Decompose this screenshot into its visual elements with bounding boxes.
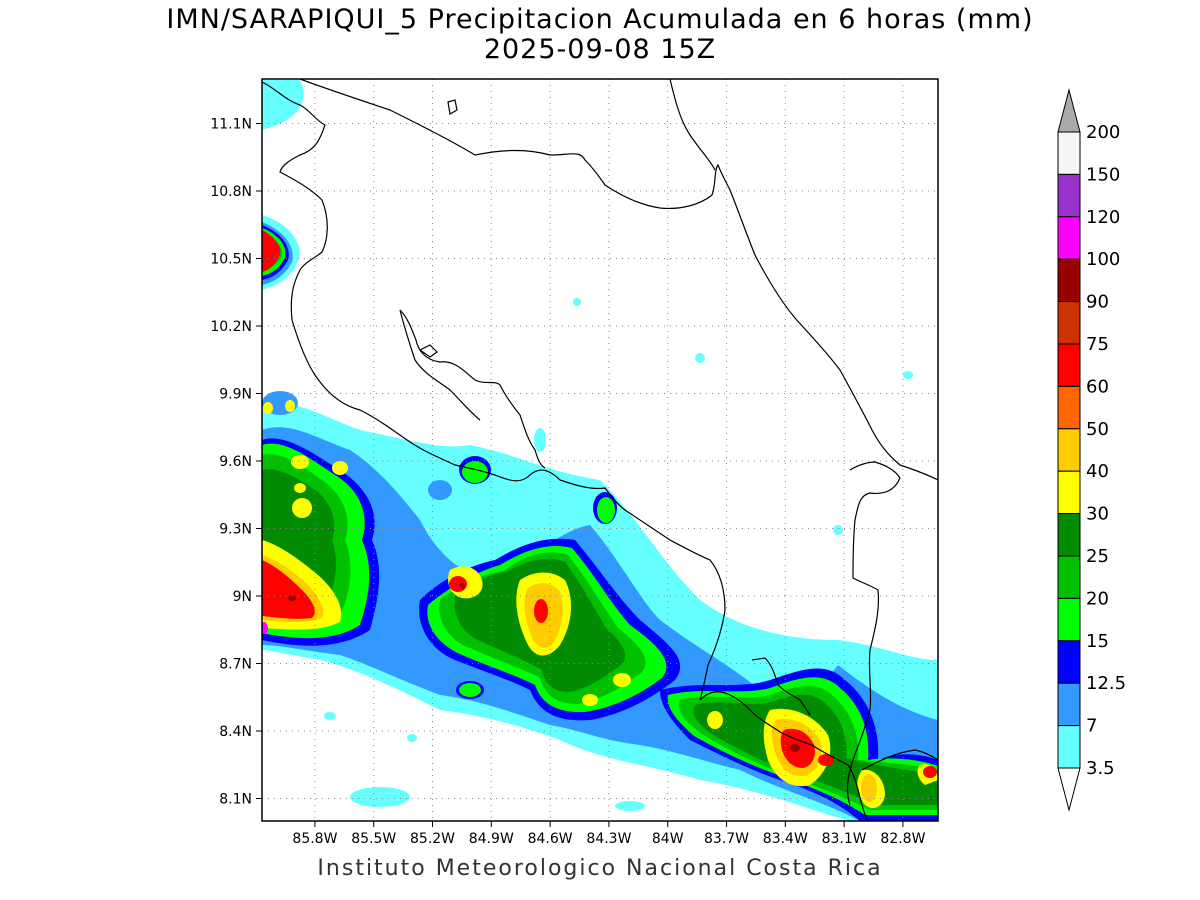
y-tick-label: 9.3N [219,522,252,538]
colorbar-swatch [1057,343,1081,387]
colorbar-over-triangle [1057,88,1081,133]
colorbar-under-triangle [1057,767,1081,812]
x-tick-label: 84W [652,831,684,847]
coastline-osa [699,691,869,821]
y-tick-label: 8.4N [219,724,252,740]
colorbar-label: 20 [1086,588,1109,609]
coastline-caribbean [299,79,938,481]
colorbar-label: 12.5 [1086,673,1126,694]
coastline-nicoya-west [399,309,481,421]
colorbar-swatch [1057,640,1081,684]
map-grid [262,79,938,821]
colorbar-label: 30 [1086,504,1109,525]
x-tick-label: 85.5W [351,831,396,847]
colorbar-label: 90 [1086,292,1109,313]
colorbar-label: 150 [1086,164,1120,185]
colorbar-swatch [1057,301,1081,345]
x-tick-label: 83.4W [763,831,808,847]
border-panama [846,461,901,806]
coastline-nicoya-gulf [399,309,546,469]
colorbar-label: 120 [1086,207,1120,228]
precipitation-field [262,80,938,821]
x-tick-label: 82.8W [880,831,925,847]
x-axis: 85.8W 85.5W 85.2W 84.9W 84.6W 84.3W 84W 83.7W 83… [292,821,926,847]
y-tick-label: 10.5N [210,252,252,268]
colorbar-swatch [1057,385,1081,430]
colorbar-swatch [1057,470,1081,515]
coastline-caribbean-north [669,79,716,171]
precip-layer-60 [262,230,937,778]
colorbar-swatch [1057,725,1081,769]
colorbar-label: 200 [1086,122,1120,143]
colorbar-swatch [1057,682,1081,727]
coastline-panama-south [861,749,938,771]
coastlines [262,79,938,821]
coastline-nicoya-inner [418,344,438,358]
colorbar-swatch [1057,597,1081,642]
x-tick-label: 83.7W [704,831,749,847]
colorbar: 200 150 120 100 90 75 60 50 40 30 25 20 15 12.5 7 3.5 [1057,88,1126,812]
y-tick-label: 8.1N [219,792,252,808]
y-tick-label: 11.1N [210,117,252,133]
colorbar-swatch [1057,555,1081,599]
x-tick-label: 83.1W [822,831,867,847]
colorbar-swatch [1057,216,1081,260]
x-tick-label: 84.3W [586,831,631,847]
colorbar-label: 60 [1086,376,1109,397]
x-tick-label: 85.8W [292,831,337,847]
precip-layer-100 [288,583,800,752]
x-tick-label: 84.6W [528,831,573,847]
colorbar-label: 15 [1086,631,1109,652]
colorbar-label: 7 [1086,716,1097,737]
coastline-north-pacific [262,81,726,701]
colorbar-label: 25 [1086,546,1109,567]
y-tick-label: 8.7N [219,657,252,673]
precip-layer-120 [262,622,268,634]
chart-title: IMN/SARAPIQUI_5 Precipitacion Acumulada … [166,4,1034,35]
colorbar-swatch [1057,258,1081,303]
lake-nicaragua-island [447,99,458,115]
footer-credit: Instituto Meteorologico Nacional Costa R… [317,856,883,881]
y-tick-label: 10.8N [210,184,252,200]
colorbar-swatch [1057,428,1081,472]
chart-subtitle-date: 2025-09-08 15Z [483,34,717,65]
colorbar-swatch [1057,513,1081,557]
x-tick-label: 85.2W [410,831,455,847]
y-tick-label: 9.9N [219,387,252,403]
colorbar-label: 40 [1086,461,1109,482]
y-tick-label: 10.2N [210,319,252,335]
x-tick-label: 84.9W [469,831,514,847]
coastline-burica [751,657,811,716]
map-frame [261,78,939,822]
colorbar-label: 3.5 [1086,758,1115,779]
y-tick-label: 9.6N [219,454,252,470]
colorbar-swatch [1057,131,1081,175]
y-axis: 11.1N 10.8N 10.5N 10.2N 9.9N 9.6N 9.3N 9N 8.7N 8.… [210,117,262,808]
y-tick-label: 9N [233,589,252,605]
colorbar-label: 100 [1086,249,1120,270]
colorbar-label: 75 [1086,334,1109,355]
colorbar-label: 50 [1086,419,1109,440]
colorbar-swatch [1057,173,1081,218]
